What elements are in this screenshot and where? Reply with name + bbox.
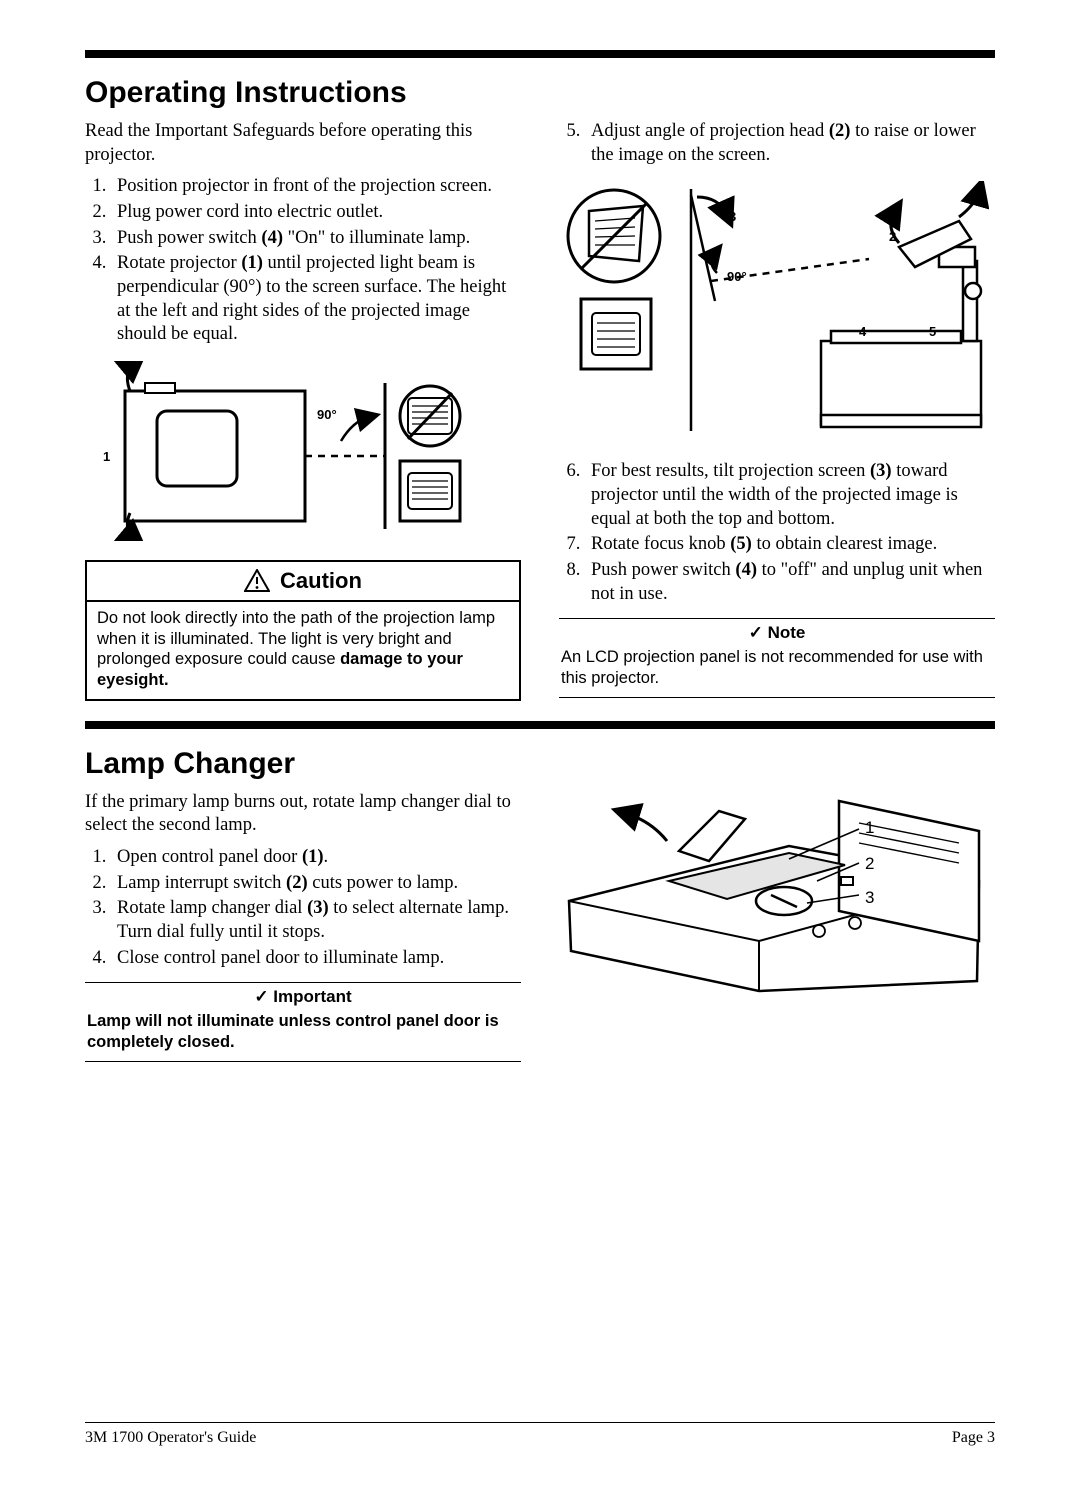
step-1: Position projector in front of the proje… — [111, 175, 521, 199]
step-3: Push power switch (4) "On" to illuminate… — [111, 227, 521, 251]
steps-1-4: Position projector in front of the proje… — [85, 175, 521, 347]
operating-instructions-heading: Operating Instructions — [85, 76, 995, 110]
lamp-steps: Open control panel door (1). Lamp interr… — [85, 846, 521, 970]
note-heading: ✓ Note — [559, 618, 995, 645]
section1-left-col: Read the Important Safeguards before ope… — [85, 120, 521, 701]
section2-right-col: 1 2 3 — [559, 791, 995, 1062]
section2-intro: If the primary lamp burns out, rotate la… — [85, 791, 521, 838]
caution-heading: Caution — [87, 562, 519, 602]
svg-text:1: 1 — [865, 818, 874, 837]
diagram-2-wrap: 3 90° 2 — [559, 181, 995, 446]
svg-text:3: 3 — [865, 888, 874, 907]
section2-left-col: If the primary lamp burns out, rotate la… — [85, 791, 521, 1062]
svg-text:4: 4 — [859, 324, 867, 339]
svg-text:2: 2 — [865, 854, 874, 873]
svg-text:1: 1 — [103, 449, 110, 464]
diagram-1-wrap: 1 90° — [85, 361, 521, 546]
svg-text:90°: 90° — [727, 269, 747, 284]
footer-left: 3M 1700 Operator's Guide — [85, 1429, 256, 1447]
lamp-step-2: Lamp interrupt switch (2) cuts power to … — [111, 872, 521, 896]
top-rule — [85, 50, 995, 58]
svg-text:5: 5 — [929, 324, 936, 339]
diagram-2: 3 90° 2 — [559, 181, 989, 441]
svg-text:3: 3 — [729, 209, 736, 224]
checkmark-icon: ✓ — [749, 623, 763, 642]
important-heading: ✓ Important — [85, 982, 521, 1009]
lamp-step-3: Rotate lamp changer dial (3) to select a… — [111, 897, 521, 944]
step-2: Plug power cord into electric outlet. — [111, 201, 521, 225]
page-footer: 3M 1700 Operator's Guide Page 3 — [85, 1422, 995, 1447]
note-body: An LCD projection panel is not recommend… — [559, 645, 995, 697]
diagram-1: 1 90° — [85, 361, 465, 541]
step-8: Push power switch (4) to "off" and unplu… — [585, 559, 995, 606]
lamp-step-1: Open control panel door (1). — [111, 846, 521, 870]
step-6: For best results, tilt projection screen… — [585, 460, 995, 531]
step-5: Adjust angle of projection head (2) to r… — [559, 120, 995, 167]
step-4: Rotate projector (1) until projected lig… — [111, 252, 521, 347]
section2-columns: If the primary lamp burns out, rotate la… — [85, 791, 995, 1062]
lamp-changer-heading: Lamp Changer — [85, 747, 995, 781]
important-block: ✓ Important Lamp will not illuminate unl… — [85, 982, 521, 1061]
section1-columns: Read the Important Safeguards before ope… — [85, 120, 995, 701]
note-label: Note — [768, 623, 806, 642]
step-5-item: Adjust angle of projection head (2) to r… — [585, 120, 995, 167]
section1-right-col: Adjust angle of projection head (2) to r… — [559, 120, 995, 701]
svg-text:90°: 90° — [317, 407, 337, 422]
footer-right: Page 3 — [952, 1429, 995, 1447]
step-7: Rotate focus knob (5) to obtain clearest… — [585, 533, 995, 557]
important-label: Important — [273, 987, 351, 1006]
warning-triangle-icon — [244, 569, 270, 593]
caution-label: Caution — [280, 568, 362, 594]
important-body: Lamp will not illuminate unless control … — [85, 1009, 521, 1061]
checkmark-icon: ✓ — [254, 987, 268, 1006]
caution-box: Caution Do not look directly into the pa… — [85, 560, 521, 701]
section1-intro: Read the Important Safeguards before ope… — [85, 120, 521, 167]
mid-rule — [85, 721, 995, 729]
note-block: ✓ Note An LCD projection panel is not re… — [559, 618, 995, 697]
lamp-step-4: Close control panel door to illuminate l… — [111, 947, 521, 971]
diagram-3: 1 2 3 — [559, 791, 989, 1001]
steps-6-8: For best results, tilt projection screen… — [559, 460, 995, 606]
caution-body: Do not look directly into the path of th… — [87, 602, 519, 699]
